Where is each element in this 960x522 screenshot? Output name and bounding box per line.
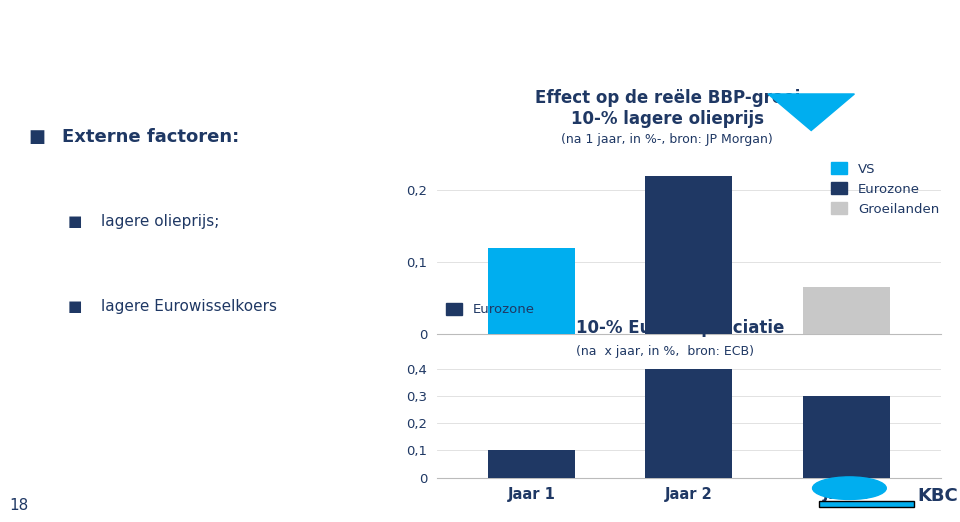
Text: ■: ■ xyxy=(67,214,82,229)
Text: 18: 18 xyxy=(10,499,29,514)
Text: (na  x jaar, in %,  bron: ECB): (na x jaar, in %, bron: ECB) xyxy=(576,345,754,358)
Text: ■: ■ xyxy=(67,300,82,314)
Text: Effect op de reële BBP-groei: Effect op de reële BBP-groei xyxy=(535,89,800,107)
Text: ■: ■ xyxy=(29,128,46,146)
Text: lagere Eurowisselkoers: lagere Eurowisselkoers xyxy=(101,300,276,314)
Circle shape xyxy=(812,477,886,500)
Bar xyxy=(645,175,732,334)
Bar xyxy=(803,287,890,334)
Text: KBC: KBC xyxy=(917,487,958,505)
Text: (na 1 jaar, in %-, bron: JP Morgan): (na 1 jaar, in %-, bron: JP Morgan) xyxy=(562,133,773,146)
Bar xyxy=(803,396,890,478)
Text: 10-% lagere olieprijs: 10-% lagere olieprijs xyxy=(570,110,764,128)
Text: In ‘sweet spot’: In ‘sweet spot’ xyxy=(793,54,936,73)
Text: 10-% Euro-depreciatie: 10-% Euro-depreciatie xyxy=(576,319,784,337)
Bar xyxy=(488,450,575,478)
Bar xyxy=(645,369,732,478)
Text: EUROZONE: EUROZONE xyxy=(729,26,936,60)
FancyBboxPatch shape xyxy=(819,501,914,507)
Legend: VS, Eurozone, Groeilanden: VS, Eurozone, Groeilanden xyxy=(827,157,945,221)
Text: lagere olieprijs;: lagere olieprijs; xyxy=(101,214,219,229)
Text: Externe factoren:: Externe factoren: xyxy=(62,128,240,146)
Legend: Eurozone: Eurozone xyxy=(441,298,540,322)
Bar xyxy=(488,247,575,334)
